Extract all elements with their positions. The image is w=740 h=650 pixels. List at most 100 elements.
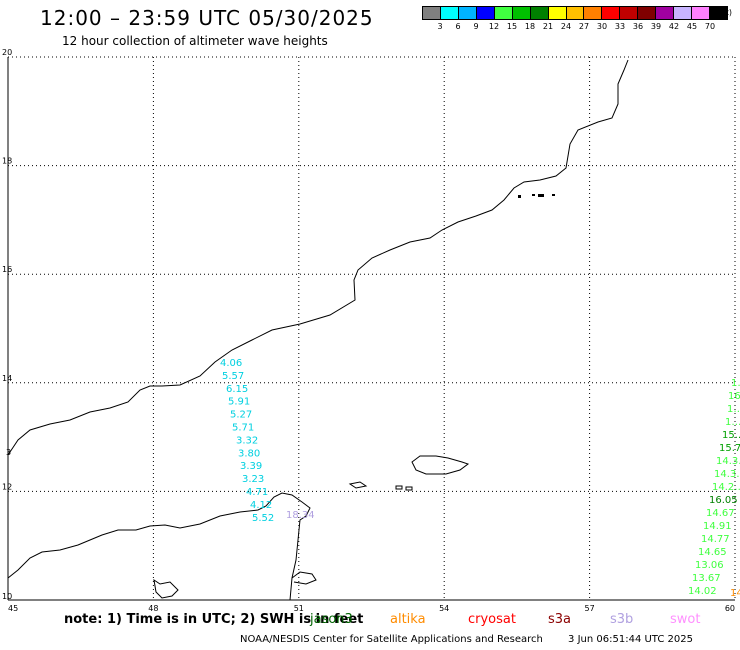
x-tick-label: 60 — [725, 604, 735, 613]
y-tick-label: 20 — [2, 48, 12, 57]
orange-edge-label: 14 — [730, 588, 740, 599]
axis-tick-labels: 45 48 51 54 57 60 10 12 14 16 18 20 3 — [2, 48, 735, 613]
legend-label: 6 — [455, 22, 461, 31]
legend-label: 21 — [542, 22, 554, 31]
wave-height-label: 14.77 — [701, 534, 730, 545]
legend-swatch — [440, 7, 459, 19]
satellite-label-s3b: s3b — [610, 612, 634, 627]
small-island-1 — [348, 481, 368, 489]
satellite-label-jason3: jason3 — [310, 612, 353, 627]
wave-height-label: 14.3… — [716, 456, 740, 467]
legend-swatch — [674, 7, 693, 19]
red-sea-islets — [518, 194, 555, 198]
small-island-3 — [405, 486, 413, 491]
map-subtitle: 12 hour collection of altimeter wave hei… — [62, 34, 328, 48]
legend-swatch — [530, 7, 549, 19]
coastline — [7, 59, 629, 601]
wave-height-label: 14.02 — [688, 586, 717, 597]
wave-height-label: 1… — [725, 417, 740, 428]
legend-label: 12 — [488, 22, 500, 31]
y-tick-label: 12 — [2, 482, 12, 491]
credit-text: NOAA/NESDIS Center for Satellite Applica… — [240, 634, 543, 645]
wave-height-label: 5.52 — [252, 513, 274, 524]
footer-credit: NOAA/NESDIS Center for Satellite Applica… — [240, 634, 693, 645]
legend-label: 24 — [560, 22, 572, 31]
wave-height-label: 14.65 — [698, 547, 727, 558]
wave-height-label: 3.39 — [240, 461, 262, 472]
y-tick-label: 18 — [2, 157, 12, 166]
wave-height-label: 1… — [731, 378, 740, 389]
map-title: 12:00 – 23:59 UTC 05/30/2025 — [40, 6, 374, 30]
wave-height-label: 3.23 — [242, 474, 264, 485]
legend-label: 18 — [524, 22, 536, 31]
wave-height-label: 3.32 — [236, 435, 258, 446]
footer-note: note: 1) Time is in UTC; 2) SWH is in fe… — [64, 612, 364, 627]
wave-height-label: 4.12 — [250, 500, 272, 511]
legend-label: 33 — [614, 22, 626, 31]
y-tick-label: 14 — [2, 374, 12, 383]
map-grid — [7, 56, 736, 601]
cyan-track-labels: 4.06 5.57 6.15 5.91 5.27 5.713.32 3.80 3.39 3.23… — [220, 358, 274, 524]
island-east — [411, 455, 470, 475]
lower-inlet — [291, 571, 317, 585]
color-legend: 3 6 9 12 15 18 21 24 27 30 33 36 39 42 45 70 (ft) — [422, 6, 732, 34]
wave-height-label: 5.91 — [228, 397, 250, 408]
legend-label: 3 — [437, 22, 443, 31]
legend-swatch — [638, 7, 657, 19]
green-track-labels: 1… 16… 1… 1… 15.… 15.7… 14.3… 14.3… 14.2… 16.05 14… — [688, 378, 740, 597]
legend-label: 15 — [506, 22, 518, 31]
satellite-label-swot: swot — [670, 612, 701, 627]
legend-swatch — [458, 7, 477, 19]
footer-timestamp: 3 Jun 06:51:44 UTC 2025 — [568, 634, 693, 645]
y-tick-label: 10 — [2, 592, 12, 601]
legend-swatch — [692, 7, 710, 19]
legend-label: 9 — [473, 22, 479, 31]
satellite-label-s3a: s3a — [548, 612, 572, 627]
wave-height-label: 6.15 — [226, 384, 248, 395]
legend-label: 45 — [686, 22, 698, 31]
x-tick-label: 54 — [439, 604, 449, 613]
wave-height-label: 15.7… — [719, 443, 740, 454]
x-tick-label: 45 — [8, 604, 18, 613]
y-tick-label: 16 — [2, 265, 12, 274]
coastline-main — [7, 492, 311, 601]
wave-height-label: 14.67 — [706, 508, 735, 519]
lavender-track-label: 18.34 — [286, 510, 315, 521]
legend-swatch — [656, 7, 675, 19]
legend-swatch — [494, 7, 513, 19]
legend-swatch — [584, 7, 603, 19]
legend-labels: 3 6 9 12 15 18 21 24 27 30 33 36 39 42 45 70 — [422, 20, 728, 34]
wave-height-label: 5.27 — [230, 410, 252, 421]
legend-swatch — [548, 7, 567, 19]
small-island-2 — [395, 485, 403, 490]
legend-label: 42 — [668, 22, 680, 31]
wave-height-label: 16… — [728, 391, 740, 402]
wave-height-label: 5.71 — [232, 423, 254, 434]
x-tick-label: 57 — [585, 604, 595, 613]
x-tick-label: 48 — [148, 604, 158, 613]
satellite-label-cryosat: cryosat — [468, 612, 516, 627]
wave-height-label: 3.80 — [238, 448, 260, 459]
lower-left-islets — [153, 578, 179, 599]
legend-swatch — [602, 7, 621, 19]
legend-label: 27 — [578, 22, 590, 31]
legend-swatch — [476, 7, 495, 19]
wave-height-label: 14.3… — [714, 469, 740, 480]
legend-swatch — [566, 7, 585, 19]
legend-color-bar — [422, 6, 728, 20]
legend-label: 30 — [596, 22, 608, 31]
wave-height-label: 1… — [727, 404, 740, 415]
legend-label: 39 — [650, 22, 662, 31]
legend-swatch — [423, 7, 441, 19]
wave-height-label: 4.71 — [246, 487, 268, 498]
wave-height-label: 15.… — [722, 430, 740, 441]
legend-swatch — [512, 7, 531, 19]
wave-height-label: 16.05 — [709, 495, 738, 506]
satellite-label-altika: altika — [390, 612, 426, 627]
wave-height-label: 14.91 — [703, 521, 732, 532]
legend-unit: (ft) — [719, 8, 732, 17]
legend-label: 36 — [632, 22, 644, 31]
x-tick-label: 51 — [294, 604, 304, 613]
wave-height-label: 4.06 — [220, 358, 242, 369]
